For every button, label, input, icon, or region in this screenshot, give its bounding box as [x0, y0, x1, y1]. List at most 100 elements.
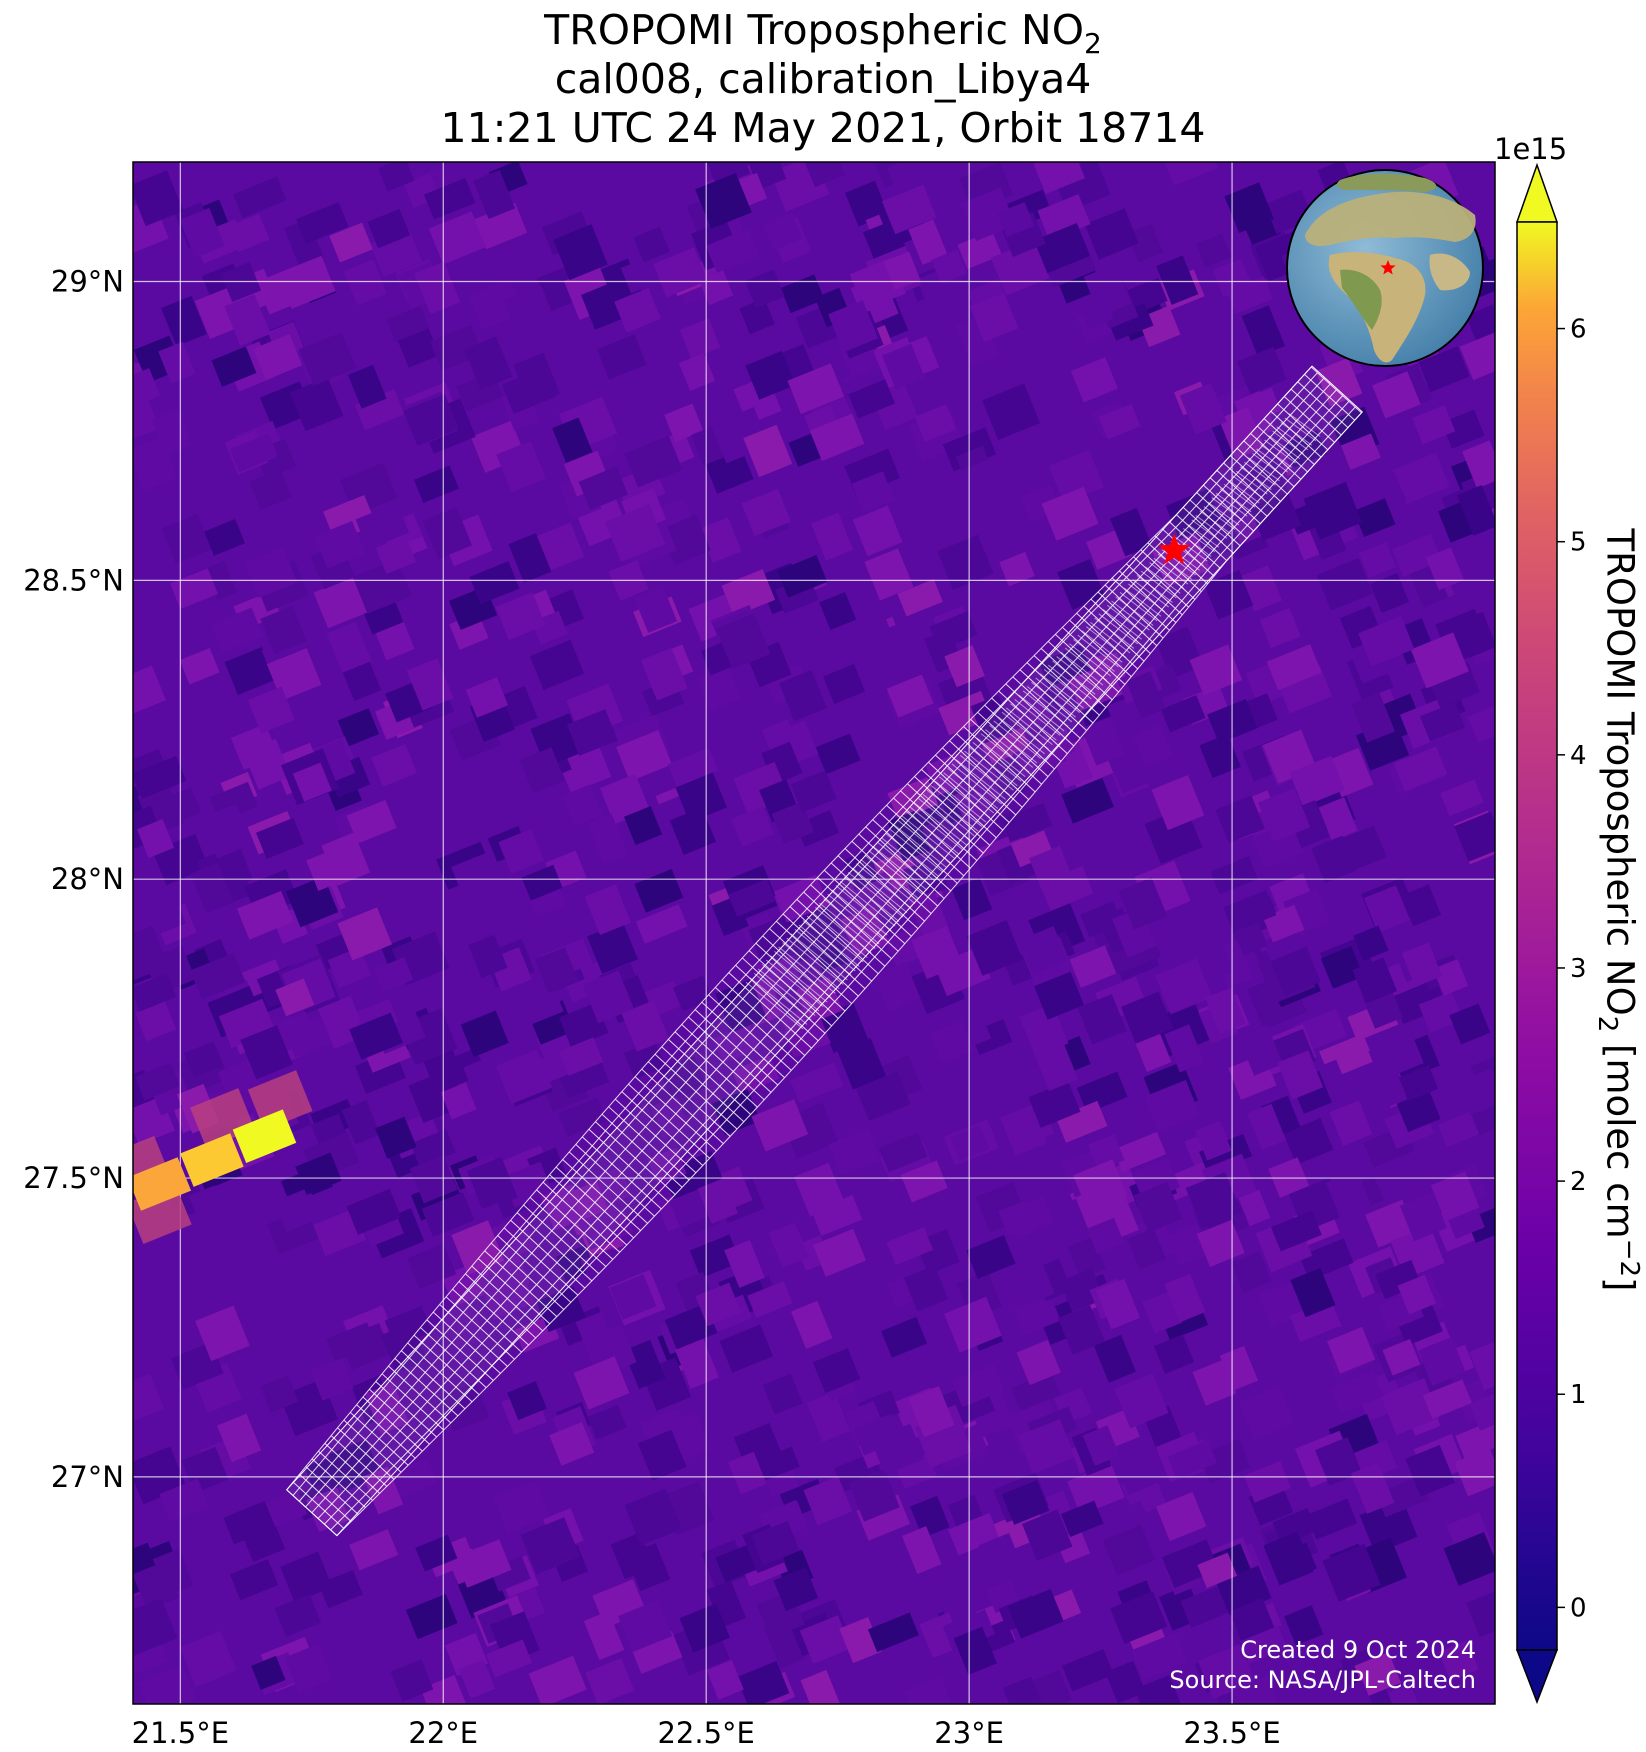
no2-pixel: [931, 249, 968, 285]
no2-pixel: [780, 526, 821, 565]
no2-pixel: [901, 1526, 942, 1575]
no2-pixel: [485, 1639, 533, 1678]
no2-pixel: [1465, 304, 1495, 351]
colorbar-label: TROPOMI Tropospheric NO2 [molec cm−2]: [1592, 528, 1644, 1292]
no2-pixel: [844, 180, 889, 227]
no2-pixel: [1195, 1120, 1232, 1161]
no2-pixel: [1393, 746, 1448, 792]
no2-pixel: [440, 1082, 477, 1120]
no2-pixel: [852, 505, 903, 557]
no2-pixel: [133, 973, 177, 1012]
no2-pixel: [413, 465, 459, 503]
no2-pixel: [659, 1056, 707, 1102]
no2-pixel: [1469, 1339, 1495, 1391]
no2-pixel: [1001, 803, 1053, 843]
x-tick-label: 22.5°E: [657, 1716, 754, 1750]
no2-pixel: [1272, 1508, 1317, 1546]
no2-pixel: [247, 686, 295, 734]
no2-pixel: [881, 1316, 928, 1358]
no2-pixel: [534, 522, 585, 572]
no2-pixel: [1111, 752, 1152, 794]
map-area: Created 9 Oct 2024 Source: NASA/JPL-Calt…: [133, 162, 1495, 1704]
no2-pixel: [801, 162, 846, 188]
no2-pixel: [296, 202, 349, 244]
no2-pixel: [274, 1187, 322, 1233]
no2-pixel: [496, 440, 546, 493]
no2-pixel: [1189, 644, 1243, 696]
no2-pixel: [224, 646, 276, 695]
no2-pixel: [1110, 507, 1152, 557]
colorbar-tick-label: 0: [1570, 1593, 1587, 1623]
no2-pixel: [1116, 1453, 1160, 1495]
no2-pixel: [1329, 1100, 1373, 1146]
no2-pixel: [406, 658, 454, 711]
colorbar-ticks: 0 1 2 3 4 5 6: [1557, 315, 1587, 1623]
no2-pixel: [942, 1054, 994, 1096]
no2-pixel: [151, 409, 193, 456]
no2-pixel: [1223, 890, 1277, 933]
no2-pixel: [624, 435, 683, 488]
no2-pixel: [1380, 1378, 1441, 1436]
no2-pixel: [507, 1381, 547, 1421]
no2-pixel: [706, 1580, 746, 1628]
no2-pixel: [133, 400, 160, 439]
no2-pixel: [640, 647, 688, 701]
no2-pixel: [637, 1429, 687, 1481]
no2-pixel: [768, 1410, 805, 1451]
no2-pixel: [275, 978, 315, 1017]
no2-pixel: [1316, 557, 1374, 611]
no2-pixel: [179, 1630, 237, 1687]
no2-pixel: [900, 1160, 948, 1203]
no2-pixel: [204, 518, 245, 556]
no2-pixel: [966, 920, 1023, 976]
no2-pixel: [1272, 1663, 1319, 1702]
no2-pixel: [903, 1265, 949, 1312]
no2-pixel: [1283, 1117, 1334, 1165]
no2-pixel: [697, 1178, 738, 1224]
no2-pixel: [1379, 1683, 1421, 1704]
no2-pixel: [341, 1100, 381, 1145]
no2-pixel: [970, 1018, 1013, 1056]
no2-pixel: [664, 403, 704, 443]
no2-pixel: [1134, 1674, 1186, 1704]
no2-pixel: [1337, 825, 1387, 872]
no2-pixel: [1340, 433, 1381, 470]
no2-pixel: [812, 1348, 861, 1394]
no2-pixel: [284, 1016, 333, 1058]
no2-pixel: [1226, 276, 1274, 314]
no2-pixel: [1113, 1131, 1167, 1173]
no2-pixel: [911, 925, 963, 980]
no2-pixel: [566, 709, 618, 756]
no2-pixel: [695, 172, 752, 229]
no2-pixel: [1034, 222, 1091, 274]
axis-ticks: 21.5°E 22°E 22.5°E 23°E 23.5°E 29°N 28.5°N 28°N…: [23, 265, 1281, 1750]
no2-pixel: [929, 611, 978, 651]
credit-source: Source: NASA/JPL-Caltech: [1169, 1666, 1476, 1694]
no2-pixel: [856, 1071, 911, 1121]
no2-pixel: [295, 1152, 342, 1195]
no2-pixel: [233, 176, 287, 219]
no2-pixel: [377, 162, 415, 192]
no2-pixel: [190, 952, 246, 1000]
x-tick-label: 23.5°E: [1183, 1716, 1280, 1750]
no2-pixel: [1236, 346, 1287, 395]
footprint-swath: [285, 365, 1363, 1537]
no2-pixel: [421, 1192, 475, 1237]
no2-pixel: [133, 368, 161, 409]
no2-pixel: [1210, 856, 1259, 895]
no2-pixel: [133, 925, 169, 982]
no2-pixel: [464, 336, 513, 390]
no2-pixel: [951, 1364, 1005, 1408]
no2-pixel: [1002, 1676, 1046, 1704]
no2-pixel: [823, 663, 866, 705]
no2-pixel: [423, 177, 476, 220]
no2-pixel: [1457, 1068, 1495, 1116]
no2-pixel: [1458, 944, 1495, 987]
no2-pixel: [1418, 1337, 1466, 1386]
no2-pixel: [280, 1551, 333, 1603]
no2-pixel: [1155, 1491, 1207, 1542]
no2-pixel: [773, 1567, 819, 1612]
no2-pixel: [763, 212, 803, 251]
no2-pixel: [886, 674, 934, 718]
no2-pixel: [210, 607, 264, 653]
